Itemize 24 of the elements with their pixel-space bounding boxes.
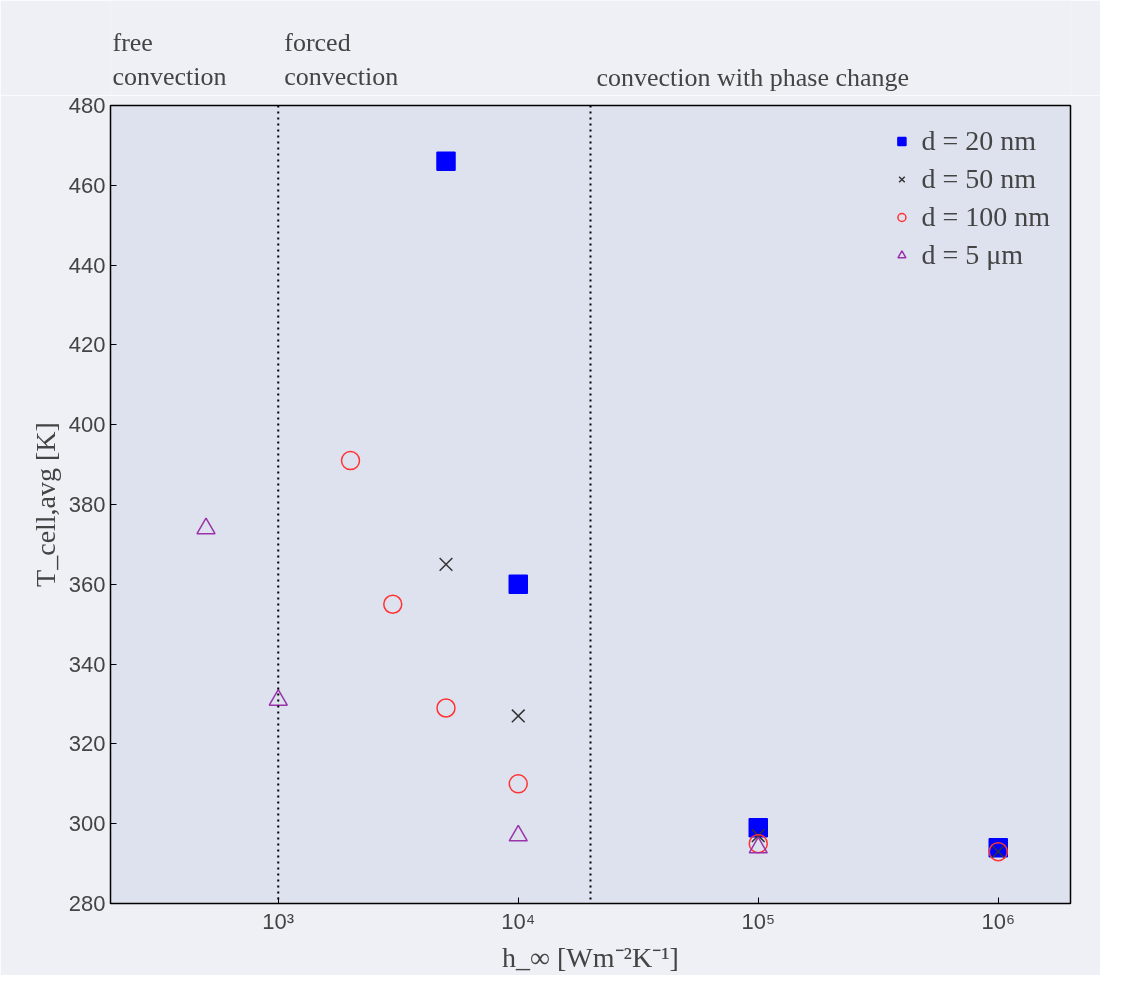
y-tick-label: 440 [68,252,106,278]
legend-label: d = 5 μm [921,239,1024,271]
text: free convection [112,27,227,92]
x-tick-label: 10³ [262,908,295,934]
y-tick-label: 340 [68,651,106,677]
legend-label: d = 100 nm [921,201,1050,233]
y-tick-label: 280 [68,891,106,916]
y-tick-label: 400 [68,412,106,438]
y-tick-label: 420 [68,332,106,358]
y-tick-label: 380 [68,492,106,517]
text: forced convection [284,27,399,92]
y-tick-label: 460 [68,172,106,198]
legend-label: d = 20 nm [921,125,1036,157]
x-tick-label: 10⁵ [741,908,776,934]
y-tick-label: 320 [68,731,106,757]
y-tick-label: 360 [68,571,106,597]
y-tick-label: 300 [68,811,106,837]
y-tick-label: 480 [68,93,106,118]
x-axis-title: h_∞ [Wm⁻²K⁻¹] [502,941,679,973]
x-tick-label: 10⁶ [981,908,1016,934]
x-tick-label: 10⁴ [501,908,536,934]
y-axis-title: T_cell,avg [K] [29,422,61,587]
legend-label: d = 50 nm [921,163,1036,195]
text: convection with phase change [596,62,910,92]
